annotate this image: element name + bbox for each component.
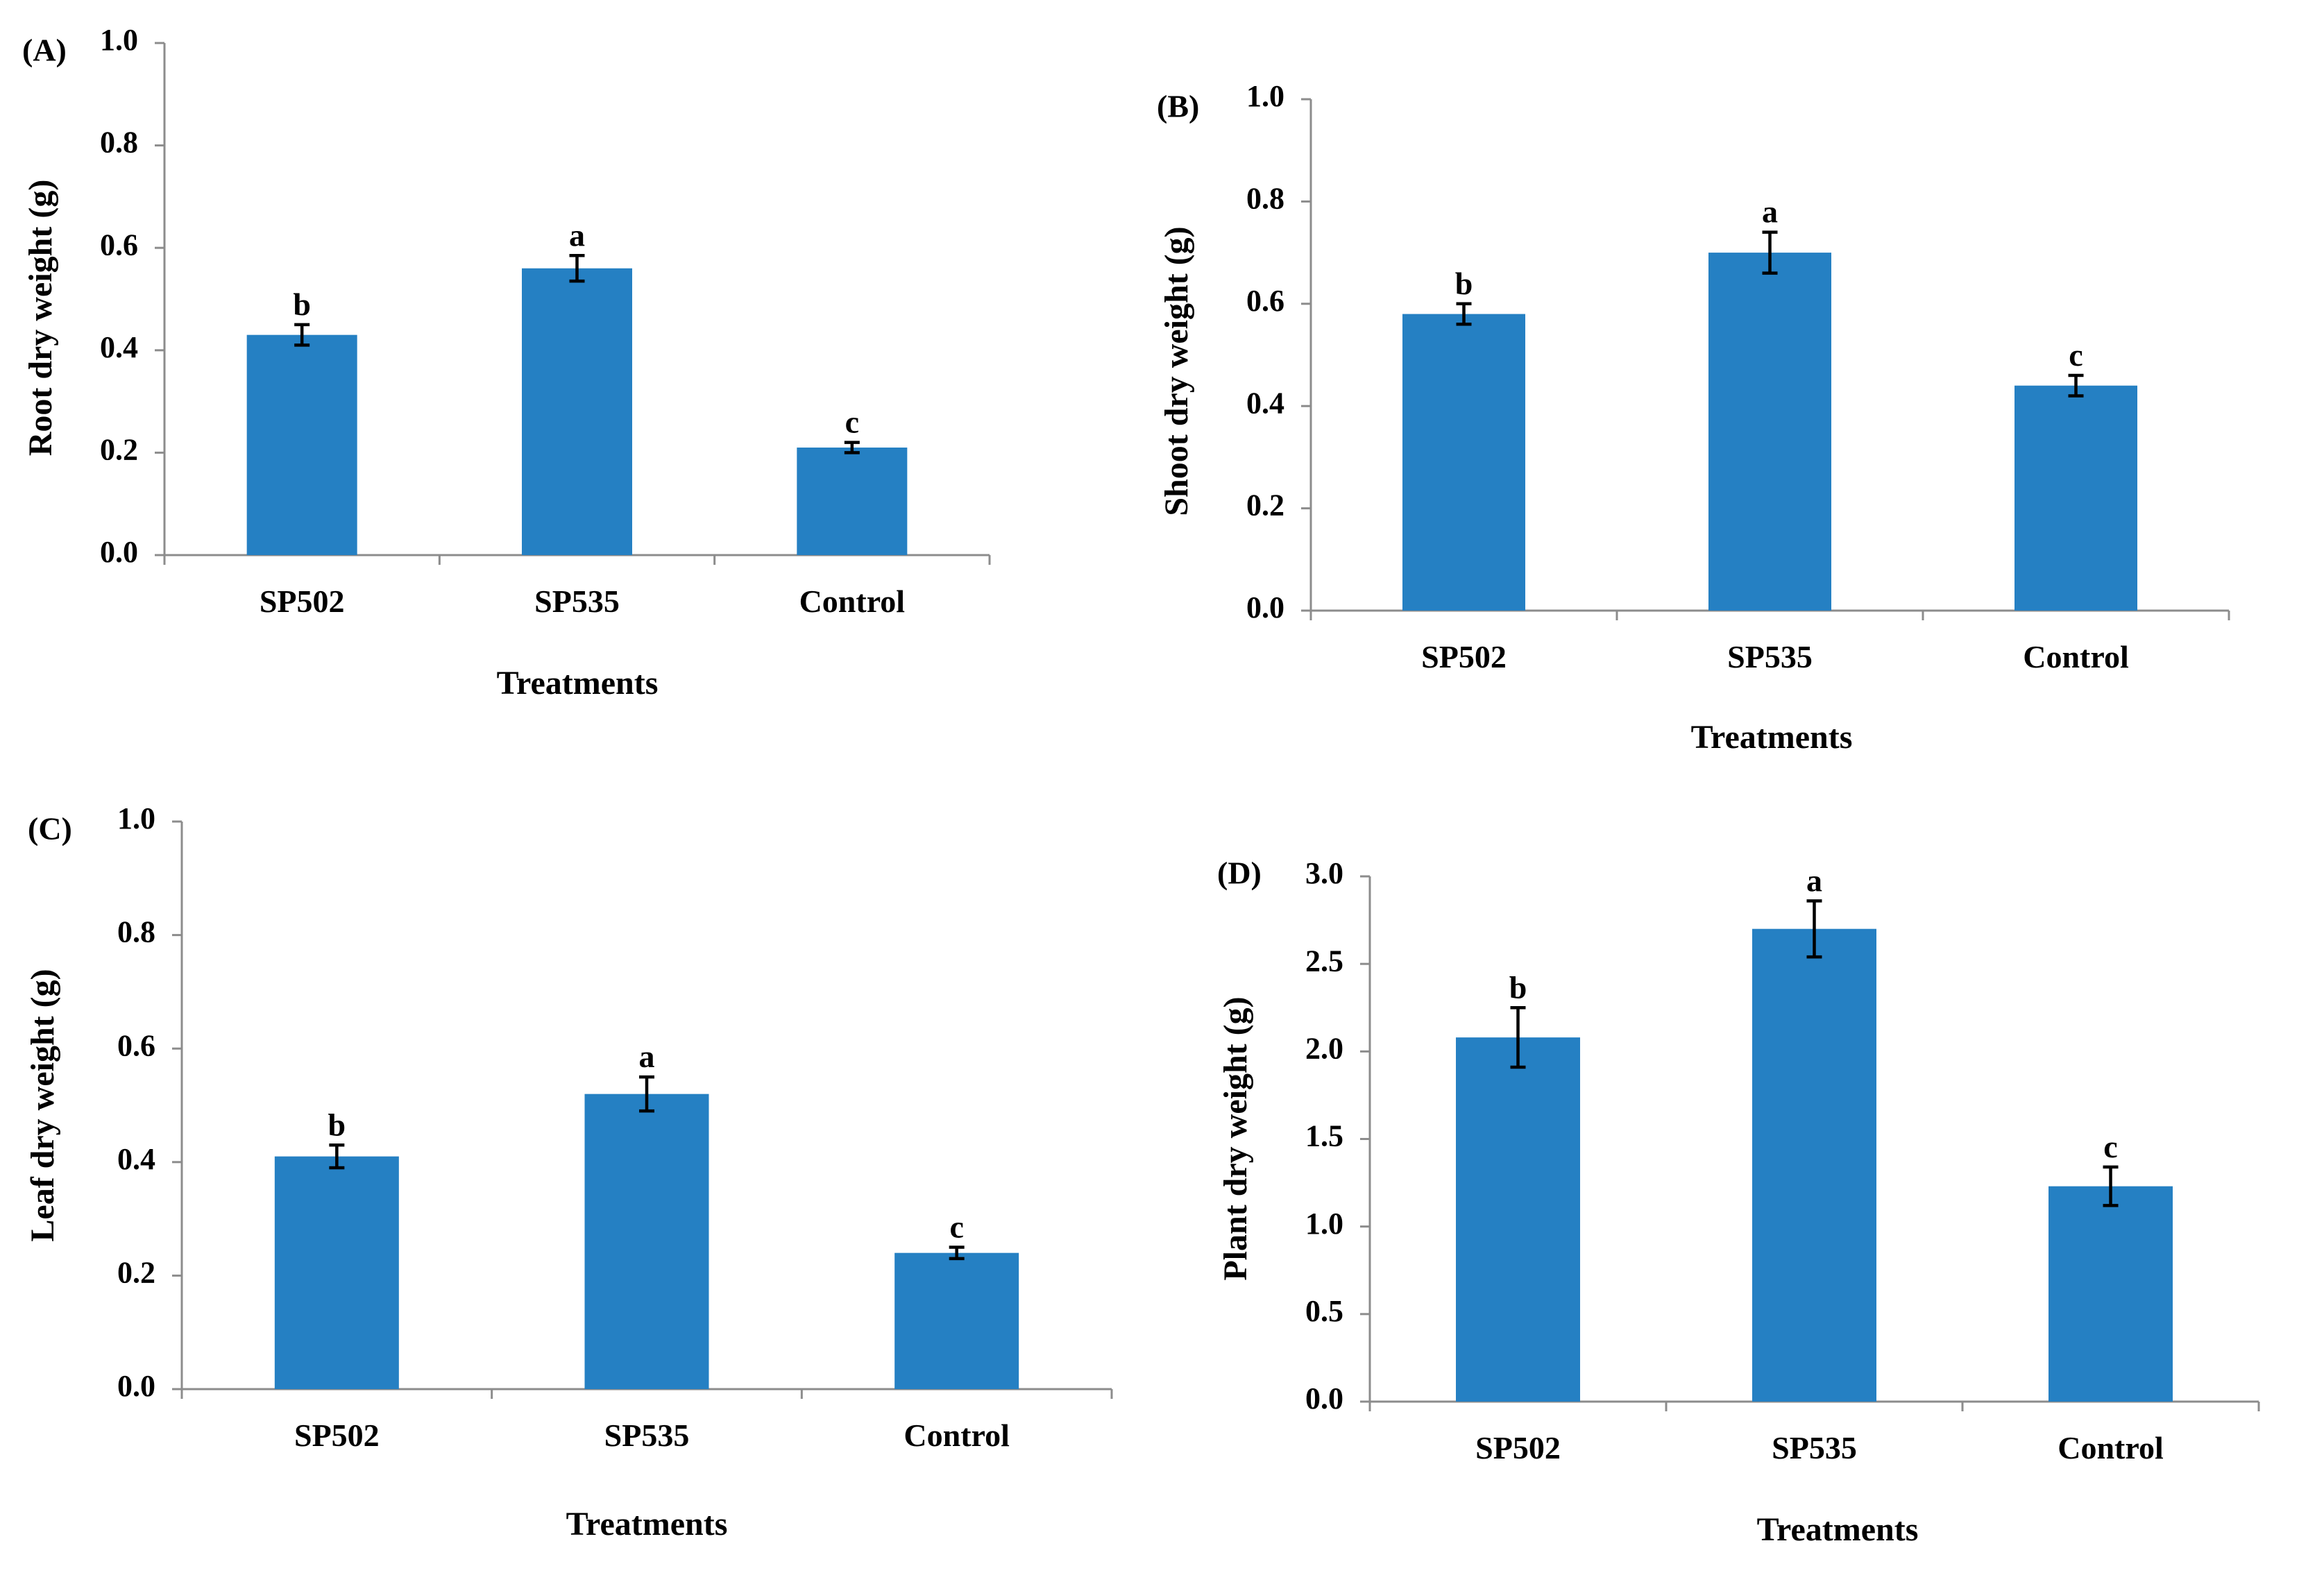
bar-control <box>2015 385 2137 611</box>
y-tick-label: 2.5 <box>1305 944 1343 978</box>
bar-sp502 <box>274 1156 399 1389</box>
error-bar <box>2103 1165 2119 1207</box>
x-tick-label: SP502 <box>294 1418 380 1453</box>
y-tick-label: 1.0 <box>1246 79 1284 113</box>
x-tick-label: Control <box>799 584 906 619</box>
y-tick-label: 0.0 <box>1305 1381 1343 1415</box>
bar-sp535 <box>522 268 632 555</box>
error-bar <box>329 1143 345 1170</box>
bar-sp535 <box>584 1094 709 1389</box>
x-axis-title: Treatments <box>1691 719 1853 756</box>
y-tick-label: 2.0 <box>1305 1031 1343 1065</box>
panel-label: (A) <box>22 33 67 68</box>
panel-label: (D) <box>1217 856 1262 891</box>
x-tick-label: SP535 <box>1772 1430 1857 1465</box>
x-axis-title: Treatments <box>497 665 659 702</box>
x-axis-title: Treatments <box>1757 1511 1919 1548</box>
bar-control <box>894 1252 1019 1389</box>
y-tick-label: 0.4 <box>117 1142 155 1176</box>
error-bar <box>1510 1006 1526 1069</box>
bar-control <box>2049 1186 2173 1402</box>
significance-letter: c <box>2069 337 2083 373</box>
significance-letter: c <box>2103 1129 2117 1164</box>
error-bar <box>1762 230 1778 275</box>
significance-letter: c <box>845 405 859 440</box>
error-bar <box>2068 373 2084 398</box>
bar-sp502 <box>1456 1037 1580 1402</box>
error-bar <box>844 441 860 454</box>
y-tick-label: 1.0 <box>117 801 155 835</box>
y-tick-label: 1.0 <box>100 23 138 57</box>
error-bar <box>569 254 585 283</box>
x-tick-label: SP502 <box>1421 639 1507 674</box>
y-tick-label: 0.2 <box>100 432 138 466</box>
panel-label: (B) <box>1157 89 1199 124</box>
x-tick-label: SP535 <box>534 584 620 619</box>
y-tick-label: 0.8 <box>100 126 138 160</box>
panel-2: (C) 0.0 0.2 0.4 0.6 0.8 1.0 b SP502 a SP535 c Contro… <box>24 801 1113 1542</box>
x-axis-title: Treatments <box>566 1506 728 1542</box>
y-tick-label: 0.0 <box>1246 590 1284 624</box>
x-tick-label: SP535 <box>1727 639 1813 674</box>
y-tick-label: 0.4 <box>1246 386 1284 420</box>
significance-letter: a <box>1762 194 1778 230</box>
significance-letter: c <box>949 1209 963 1245</box>
x-tick-label: SP535 <box>604 1418 690 1453</box>
bar-sp502 <box>1402 314 1525 611</box>
significance-letter: b <box>328 1107 346 1142</box>
error-bar <box>294 323 310 347</box>
significance-letter: b <box>293 287 311 322</box>
y-tick-label: 0.6 <box>100 228 138 262</box>
significance-letter: a <box>569 217 585 253</box>
panel-3: (D) 0.0 0.5 1.0 1.5 2.0 2.5 3.0 b SP502 a SP535 c Con… <box>1217 856 2260 1548</box>
error-bar <box>1806 899 1822 959</box>
panel-1: (B) 0.0 0.2 0.4 0.6 0.8 1.0 b SP502 a SP535 c Contro… <box>1157 79 2230 756</box>
bar-sp535 <box>1752 928 1876 1402</box>
significance-letter: b <box>1455 266 1473 301</box>
y-tick-label: 0.6 <box>117 1028 155 1062</box>
y-axis-title: Plant dry weight (g) <box>1217 996 1254 1280</box>
x-tick-label: Control <box>2058 1430 2164 1465</box>
y-tick-label: 0.8 <box>117 915 155 949</box>
y-tick-label: 0.6 <box>1246 284 1284 318</box>
x-tick-label: SP502 <box>260 584 345 619</box>
bar-sp535 <box>1708 253 1831 611</box>
y-axis-title: Shoot dry weight (g) <box>1158 226 1195 516</box>
y-tick-label: 0.8 <box>1246 181 1284 215</box>
x-tick-label: Control <box>2023 639 2129 674</box>
y-tick-label: 0.0 <box>117 1369 155 1403</box>
y-tick-label: 0.2 <box>1246 488 1284 522</box>
y-tick-label: 0.2 <box>117 1255 155 1289</box>
panel-label: (C) <box>28 811 72 847</box>
y-tick-label: 1.0 <box>1305 1207 1343 1241</box>
panel-0: (A) 0.0 0.2 0.4 0.6 0.8 1.0 b SP502 a SP535 c Contro… <box>22 23 991 702</box>
y-axis-title: Leaf dry weight (g) <box>24 969 61 1241</box>
y-tick-label: 0.4 <box>100 330 138 364</box>
bar-sp502 <box>246 334 357 555</box>
x-tick-label: SP502 <box>1475 1430 1561 1465</box>
significance-letter: a <box>639 1039 655 1074</box>
error-bar <box>1456 302 1472 326</box>
error-bar <box>949 1245 965 1261</box>
y-tick-label: 0.0 <box>100 535 138 569</box>
significance-letter: b <box>1509 969 1527 1005</box>
y-tick-label: 1.5 <box>1305 1119 1343 1153</box>
y-axis-title: Root dry weight (g) <box>22 180 59 457</box>
significance-letter: a <box>1806 862 1822 898</box>
bar-control <box>797 448 908 555</box>
y-tick-label: 3.0 <box>1305 856 1343 890</box>
x-tick-label: Control <box>904 1418 1010 1453</box>
y-tick-label: 0.5 <box>1305 1294 1343 1328</box>
error-bar <box>639 1075 654 1113</box>
